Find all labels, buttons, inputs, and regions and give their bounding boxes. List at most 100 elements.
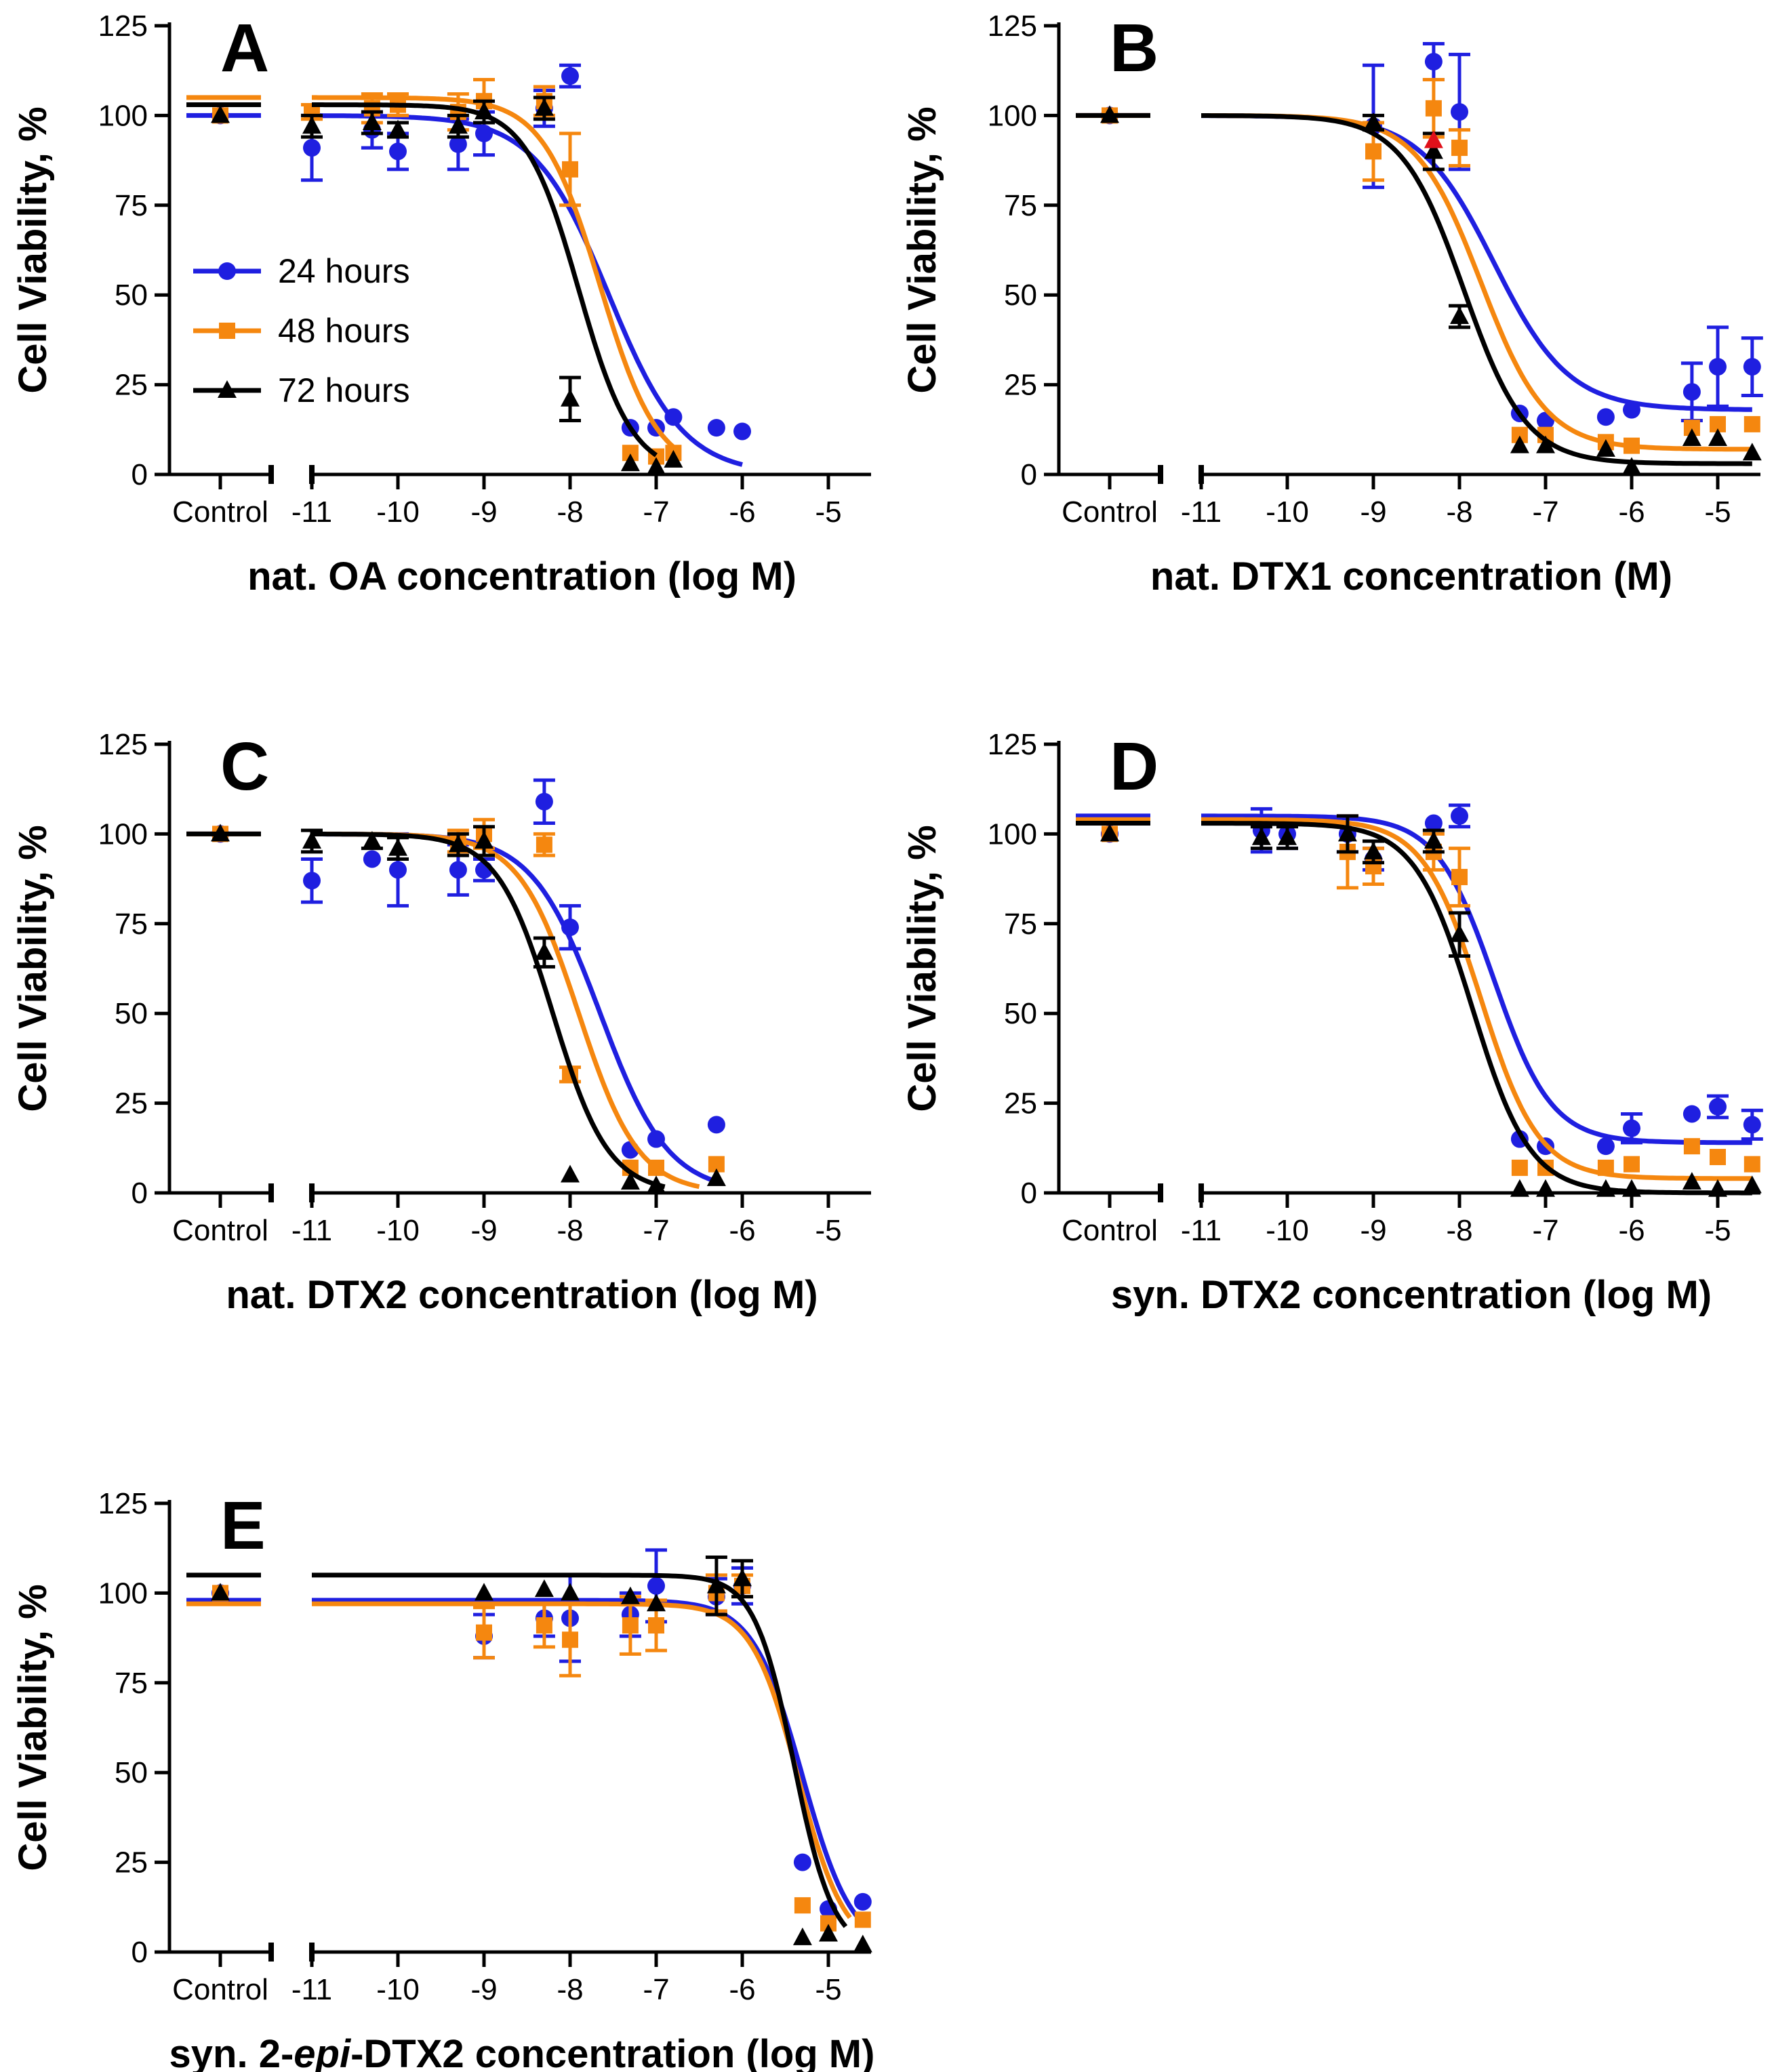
- data-point: [389, 142, 407, 161]
- y-tick-label: 50: [115, 1756, 148, 1789]
- y-tick-label: 75: [1004, 908, 1037, 941]
- y-tick-label: 0: [132, 458, 148, 491]
- data-point: [648, 1617, 664, 1634]
- fit-curve: [1201, 817, 1752, 1181]
- data-point: [853, 1892, 872, 1911]
- data-point: [1424, 814, 1443, 832]
- x-tick-label: -5: [815, 1973, 841, 2006]
- y-tick-label: 100: [988, 817, 1037, 851]
- y-tick-label: 0: [1021, 1177, 1037, 1210]
- data-point: [647, 457, 666, 475]
- data-point: [562, 1631, 578, 1648]
- y-tick-label: 0: [132, 1936, 148, 1969]
- data-point: [302, 116, 321, 134]
- data-point: [1424, 830, 1443, 849]
- x-axis-label: nat. DTX2 concentration (log M): [226, 1273, 818, 1317]
- data-point: [561, 67, 579, 85]
- data-point: [475, 1583, 493, 1601]
- data-point: [1623, 401, 1640, 419]
- data-point: [1596, 439, 1615, 457]
- y-tick-label: 25: [115, 369, 148, 402]
- data-point: [475, 102, 493, 120]
- data-point: [476, 1624, 492, 1641]
- x-tick-label: -6: [729, 1214, 755, 1247]
- x-tick-label: -10: [1266, 495, 1309, 529]
- x-tick-label: -7: [1532, 495, 1558, 529]
- y-tick-label: 100: [98, 99, 148, 132]
- y-tick-label: 0: [132, 1177, 148, 1210]
- data-point: [620, 453, 640, 472]
- series-72-hours: [186, 824, 726, 1194]
- x-tick-label: -7: [643, 1973, 669, 2006]
- data-point: [535, 792, 553, 811]
- y-axis-label: Cell Viability, %: [900, 825, 944, 1112]
- data-point: [1337, 824, 1357, 842]
- x-tick-label: -5: [1704, 1214, 1731, 1247]
- data-point: [854, 1911, 871, 1928]
- panel-label: A: [220, 10, 269, 86]
- x-tick-label: -9: [470, 1214, 497, 1247]
- data-point: [363, 850, 381, 868]
- data-point: [664, 408, 683, 426]
- data-point: [561, 388, 580, 407]
- y-tick-label: 25: [1004, 369, 1037, 402]
- x-tick-label: -5: [1704, 495, 1731, 529]
- data-point: [561, 1583, 580, 1601]
- data-point: [1624, 1156, 1640, 1173]
- x-tick-label: -6: [729, 1973, 755, 2006]
- data-point: [1364, 112, 1383, 130]
- y-axis-label: Cell Viability, %: [11, 106, 55, 393]
- y-tick-label: 50: [1004, 997, 1037, 1030]
- data-point: [733, 1568, 752, 1587]
- x-tick-label: -6: [729, 495, 755, 529]
- fit-curve: [312, 1598, 865, 1925]
- x-tick-label: -11: [1181, 1214, 1222, 1247]
- x-tick-label: -9: [470, 495, 497, 529]
- data-point: [388, 838, 407, 856]
- legend-marker: [218, 380, 237, 398]
- data-point: [792, 1927, 812, 1945]
- x-tick-label: -8: [1446, 1214, 1472, 1247]
- data-point: [475, 830, 493, 849]
- y-tick-label: 125: [98, 9, 148, 43]
- control-point: [1100, 824, 1119, 842]
- x-tick-label: -9: [1360, 1214, 1386, 1247]
- data-point: [733, 422, 751, 441]
- data-point: [1683, 1138, 1700, 1155]
- data-point: [536, 836, 552, 853]
- data-point: [1682, 1105, 1701, 1123]
- data-point: [362, 830, 382, 849]
- highlight-point: [1424, 130, 1443, 148]
- data-point: [302, 830, 321, 849]
- x-axis-label: syn. 2-epi-DTX2 concentration (log M): [169, 2032, 875, 2072]
- x-tick-label: -7: [643, 495, 669, 529]
- x-tick-label: -6: [1618, 1214, 1645, 1247]
- legend-label: 24 hours: [278, 252, 410, 290]
- data-point: [648, 1159, 664, 1176]
- control-point: [211, 105, 230, 123]
- data-point: [620, 1586, 640, 1604]
- x-tick-label: -10: [376, 1214, 420, 1247]
- fit-curve: [1201, 113, 1752, 452]
- data-point: [1278, 827, 1297, 845]
- x-tick-label: -8: [557, 495, 583, 529]
- series-72-hours: [186, 1555, 872, 1953]
- data-point: [1682, 428, 1701, 447]
- x-tick-label-control: Control: [1062, 495, 1158, 529]
- legend: 24 hours 48 hours 72 hours: [193, 252, 410, 409]
- data-point: [707, 1116, 725, 1134]
- data-point: [1597, 1159, 1614, 1176]
- data-point: [1596, 408, 1615, 426]
- fit-curve: [312, 832, 666, 1190]
- data-point: [1624, 437, 1640, 454]
- data-point: [706, 1168, 726, 1186]
- x-tick-label: -9: [1360, 495, 1386, 529]
- data-point: [1709, 358, 1727, 376]
- control-point: [211, 1583, 230, 1601]
- y-tick-label: 100: [98, 1577, 148, 1610]
- data-point: [647, 1130, 665, 1148]
- control-point: [211, 824, 230, 842]
- x-axis-label: syn. DTX2 concentration (log M): [1111, 1273, 1712, 1317]
- x-tick-label: -8: [1446, 495, 1472, 529]
- data-point: [1622, 1179, 1641, 1197]
